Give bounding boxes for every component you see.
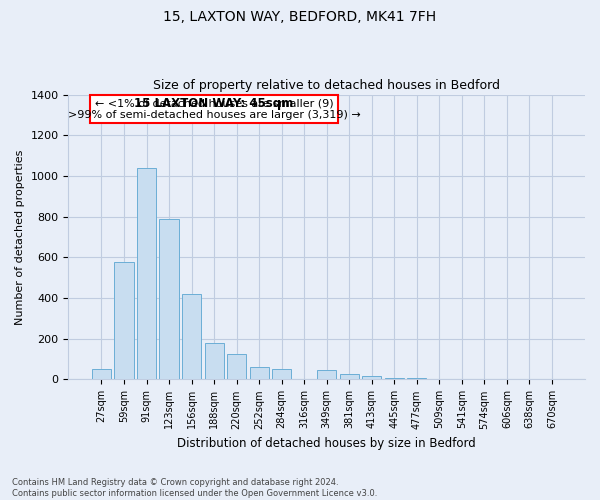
Bar xyxy=(385,378,404,380)
Bar xyxy=(205,343,224,380)
Text: >99% of semi-detached houses are larger (3,319) →: >99% of semi-detached houses are larger … xyxy=(68,110,361,120)
Text: 15, LAXTON WAY, BEDFORD, MK41 7FH: 15, LAXTON WAY, BEDFORD, MK41 7FH xyxy=(163,10,437,24)
Bar xyxy=(92,370,111,380)
Bar xyxy=(317,370,336,380)
Bar xyxy=(362,376,382,380)
Bar xyxy=(340,374,359,380)
X-axis label: Distribution of detached houses by size in Bedford: Distribution of detached houses by size … xyxy=(178,437,476,450)
FancyBboxPatch shape xyxy=(90,94,338,123)
Text: ← <1% of detached houses are smaller (9): ← <1% of detached houses are smaller (9) xyxy=(95,98,334,108)
Bar xyxy=(227,354,246,380)
Bar xyxy=(115,262,134,380)
Bar xyxy=(137,168,156,380)
Bar xyxy=(250,366,269,380)
Bar xyxy=(272,370,291,380)
Bar xyxy=(407,378,427,380)
Bar xyxy=(182,294,201,380)
Bar xyxy=(160,218,179,380)
Y-axis label: Number of detached properties: Number of detached properties xyxy=(15,150,25,324)
Text: 15 LAXTON WAY: 45sqm: 15 LAXTON WAY: 45sqm xyxy=(134,98,294,110)
Text: Contains HM Land Registry data © Crown copyright and database right 2024.
Contai: Contains HM Land Registry data © Crown c… xyxy=(12,478,377,498)
Title: Size of property relative to detached houses in Bedford: Size of property relative to detached ho… xyxy=(153,79,500,92)
